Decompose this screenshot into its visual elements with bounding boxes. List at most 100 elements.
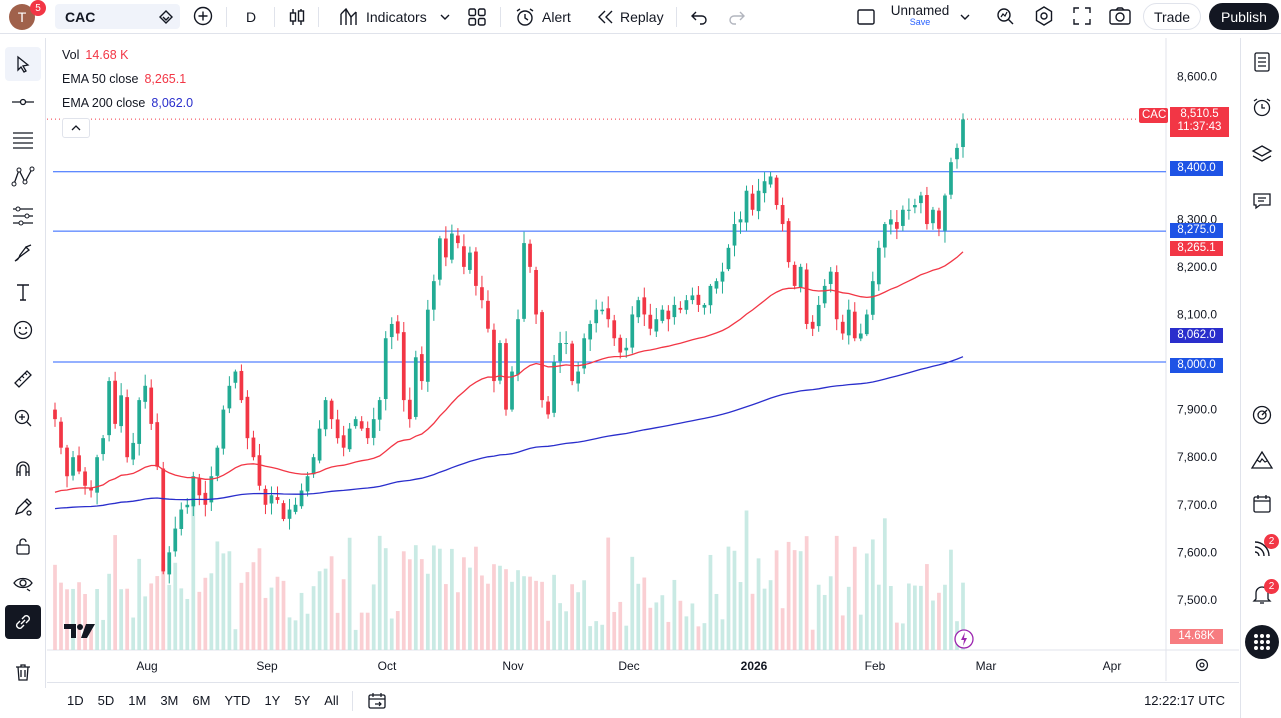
camera-snapshot-icon[interactable] — [1108, 5, 1132, 32]
trash-remove-icon[interactable] — [5, 655, 41, 689]
products-apps-icon[interactable] — [1245, 625, 1279, 659]
price-axis-tick: 7,900.0 — [1177, 403, 1217, 417]
watchlist-icon[interactable] — [1245, 45, 1279, 79]
zoom-in-icon[interactable] — [5, 401, 41, 435]
layers-icon[interactable] — [1245, 137, 1279, 171]
volume-bar — [137, 558, 142, 650]
chat-icon[interactable] — [1245, 184, 1279, 218]
alert-button[interactable]: Alert — [506, 0, 579, 34]
volume-bar — [504, 569, 508, 650]
range-button-5y[interactable]: 5Y — [294, 693, 311, 708]
interval-button[interactable]: D — [246, 9, 257, 25]
range-button-3m[interactable]: 3M — [160, 693, 179, 708]
volume-bar — [858, 614, 863, 650]
utc-clock[interactable]: 12:22:17 UTC — [1144, 693, 1225, 708]
forecasting-tool-icon[interactable] — [5, 198, 41, 232]
volume-bar — [612, 611, 617, 650]
volume-bar — [480, 575, 484, 650]
date-range-group: 1D 5D 1M 3M 6M YTD 1Y 5Y All — [47, 693, 346, 708]
candle-body — [167, 552, 172, 575]
candle-body — [937, 210, 941, 229]
candle-body — [955, 147, 959, 160]
volume-bar — [804, 536, 809, 650]
candle-body — [600, 309, 605, 312]
lock-drawings-icon[interactable] — [5, 529, 41, 563]
range-button-ytd[interactable]: YTD — [224, 693, 251, 708]
emoji-tool-icon[interactable] — [5, 313, 41, 347]
candle-body — [71, 457, 75, 476]
trend-line-tool-icon[interactable] — [5, 85, 41, 119]
candle-body — [660, 309, 665, 321]
top-toolbar: T 5 CAC D Indicators Alert Replay — [0, 0, 1281, 34]
volume-bar — [425, 573, 430, 650]
stay-in-drawing-mode-icon[interactable] — [5, 490, 41, 524]
add-symbol-icon[interactable] — [192, 5, 214, 32]
calendar-icon[interactable] — [1245, 487, 1279, 521]
price-chart[interactable]: 8,600.0 8,300.0 8,200.0 8,100.0 7,900.0 7,800… — [47, 38, 1239, 681]
range-button-5d[interactable]: 5D — [97, 693, 115, 708]
volume-bar — [834, 535, 839, 650]
legend-ema200-value: 8,062.0 — [151, 96, 194, 110]
candle-body — [263, 488, 268, 505]
candle-body — [870, 281, 875, 315]
candle-body — [726, 247, 731, 270]
legend-ema50[interactable]: EMA 50 close 8,265.1 — [62, 72, 186, 86]
indicators-button[interactable]: Indicators — [330, 0, 435, 34]
layout-dropdown-icon[interactable] — [958, 10, 972, 29]
brush-tool-icon[interactable] — [5, 237, 41, 271]
notifications-bell-icon[interactable]: 2 — [1245, 577, 1279, 611]
alerts-clock-icon[interactable] — [1245, 90, 1279, 124]
range-button-6m[interactable]: 6M — [192, 693, 211, 708]
volume-bar — [552, 574, 556, 650]
volume-bar — [275, 576, 280, 650]
news-feed-icon[interactable]: 2 — [1245, 532, 1279, 566]
ideas-mountain-icon[interactable] — [1245, 443, 1279, 477]
ruler-measure-icon[interactable] — [5, 362, 41, 396]
volume-bar — [215, 541, 220, 650]
range-button-1m[interactable]: 1M — [128, 693, 147, 708]
sync-drawings-link-icon[interactable] — [5, 605, 41, 639]
range-button-all[interactable]: All — [324, 693, 339, 708]
undo-icon[interactable] — [688, 6, 710, 33]
layout-checkbox-icon[interactable] — [856, 7, 876, 32]
publish-button[interactable]: Publish — [1209, 3, 1279, 30]
layout-grid-icon[interactable] — [466, 6, 488, 33]
legend-collapse-button[interactable] — [62, 118, 90, 138]
legend-ema200[interactable]: EMA 200 close 8,062.0 — [62, 96, 193, 110]
redo-icon[interactable] — [726, 6, 748, 33]
compare-symbol-icon[interactable] — [158, 9, 174, 28]
technicals-gauge-icon[interactable] — [1245, 398, 1279, 432]
range-button-1y[interactable]: 1Y — [264, 693, 281, 708]
chart-area[interactable]: 8,600.0 8,300.0 8,200.0 8,100.0 7,900.0 7,800… — [47, 38, 1239, 681]
candle-body — [852, 311, 857, 339]
trade-button[interactable]: Trade — [1143, 3, 1201, 30]
candle-body — [113, 380, 117, 424]
magnet-icon[interactable] — [5, 452, 41, 486]
volume-bar — [89, 629, 93, 650]
candle-body — [702, 304, 707, 308]
pattern-tool-icon[interactable] — [5, 160, 41, 194]
hide-drawings-eye-icon[interactable] — [5, 566, 41, 600]
indicators-dropdown-icon[interactable] — [438, 10, 452, 29]
volume-bar — [83, 594, 87, 650]
symbol-search[interactable]: CAC — [55, 4, 180, 29]
fib-retracement-tool-icon[interactable] — [5, 123, 41, 157]
candles-chart-type-icon[interactable] — [286, 6, 308, 33]
volume-bar — [305, 613, 310, 650]
layout-name-button[interactable]: Unnamed Save — [889, 3, 951, 27]
range-button-1d[interactable]: 1D — [67, 693, 84, 708]
volume-bar — [750, 593, 755, 650]
text-tool-icon[interactable] — [5, 275, 41, 309]
candle-body — [816, 304, 821, 327]
separator — [274, 7, 275, 27]
candle-body — [95, 457, 99, 493]
goto-date-icon[interactable] — [367, 691, 387, 714]
cursor-tool-icon[interactable] — [5, 47, 41, 81]
legend-volume[interactable]: Vol 14.68 K — [62, 48, 128, 62]
settings-gear-icon[interactable] — [1033, 5, 1055, 32]
quick-search-icon[interactable] — [994, 5, 1016, 32]
candle-body — [834, 272, 839, 320]
volume-bar — [840, 615, 845, 650]
fullscreen-icon[interactable] — [1071, 5, 1093, 32]
replay-button[interactable]: Replay — [586, 0, 672, 34]
